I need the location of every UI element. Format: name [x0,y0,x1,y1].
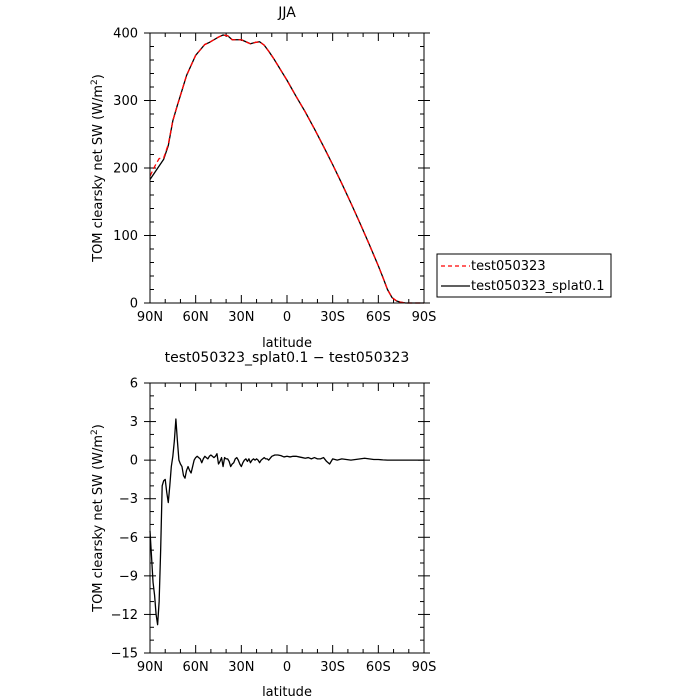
bottom-ytick-label: −3 [119,492,138,507]
top-series-line-0 [149,34,424,304]
top-chart-title: JJA [277,5,296,21]
top-xtick-label: 90N [137,310,163,325]
bottom-xtick-label: 60N [183,660,209,675]
bottom-ticks-group: 90N 60N 30N 0 30S 60S 90S −15 −12 −9 −6 −3 0 3 6 [111,377,437,676]
top-ticks-group: 90N 60N 30N 0 30S 60S 90S 0 100 200 300 400 [113,27,436,326]
bottom-ytick-label: −15 [111,647,138,662]
top-xtick-label: 30S [320,310,345,325]
top-y-axis-label: TOM clearsky net SW (W/m2) [90,74,106,263]
bottom-xtick-label: 0 [283,660,291,675]
bottom-xtick-label: 60S [366,660,391,675]
bottom-series-line-0 [149,418,424,626]
legend-label-splat: test050323_splat0.1 [471,279,604,294]
bottom-xtick-label: 90N [137,660,163,675]
legend-label-test050323: test050323 [471,259,546,274]
bottom-panel: test050323_splat0.1 − test050323 90N 60N 3… [90,350,436,700]
bottom-x-axis-label: latitude [262,685,312,700]
bottom-ytick-label: −6 [119,531,138,546]
top-ytick-label: 400 [113,27,138,42]
top-plot-frame [149,32,425,304]
top-series-group [149,34,424,304]
top-x-axis-label: latitude [262,336,312,351]
bottom-ytick-label: −12 [111,608,138,623]
bottom-xtick-label: 30N [228,660,254,675]
bottom-series-group [149,418,424,626]
bottom-xtick-label: 90S [412,660,437,675]
bottom-chart-title: test050323_splat0.1 − test050323 [165,350,410,366]
bottom-y-axis-label: TOM clearsky net SW (W/m2) [90,424,106,613]
top-xtick-label: 60S [366,310,391,325]
top-ytick-label: 200 [113,162,138,177]
top-xtick-label: 90S [412,310,437,325]
top-xtick-label: 0 [283,310,291,325]
top-ytick-label: 100 [113,229,138,244]
top-xtick-label: 30N [228,310,254,325]
legend: test050323 test050323_splat0.1 [436,253,612,298]
bottom-xtick-label: 30S [320,660,345,675]
bottom-ytick-label: 0 [130,454,138,469]
bottom-ytick-label: −9 [119,569,138,584]
bottom-plot-frame [149,382,425,654]
bottom-ytick-label: 3 [130,415,138,430]
top-panel: JJA 90N 60N 30N 0 30S 60S 90S 0 100 200 300 400 lat… [90,5,612,351]
legend-box [436,253,612,298]
top-series-line-1 [149,34,424,304]
bottom-ytick-label: 6 [130,377,138,392]
top-ytick-label: 300 [113,94,138,109]
top-ytick-label: 0 [130,297,138,312]
top-xtick-label: 60N [183,310,209,325]
